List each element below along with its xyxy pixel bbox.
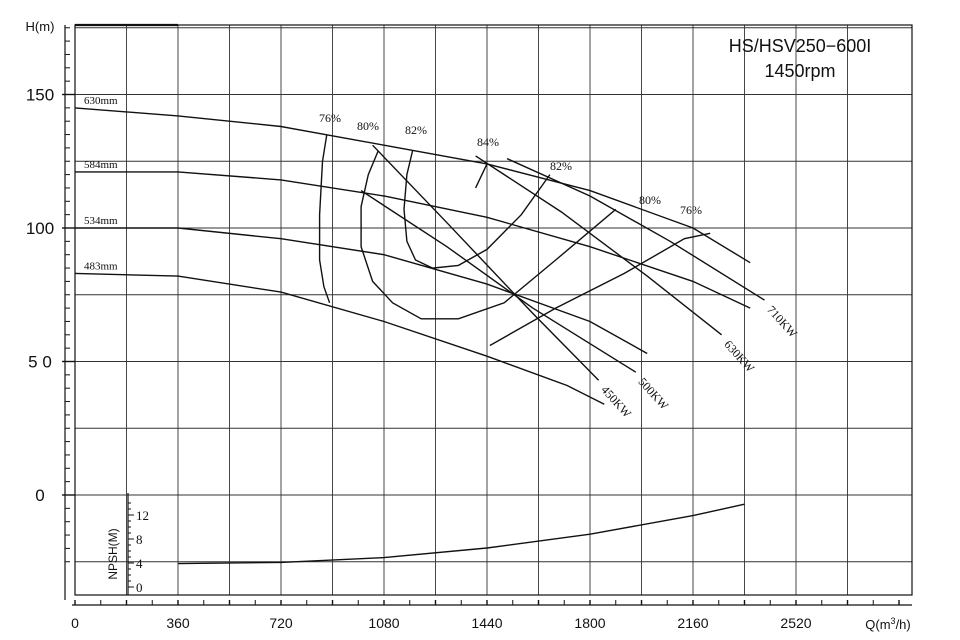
y-tick-label: 5 0 (28, 353, 52, 372)
x-tick-label: 2520 (780, 615, 811, 631)
curve-label: 76% (319, 111, 341, 125)
power-line (372, 144, 600, 381)
power-line (360, 190, 637, 373)
grid (75, 25, 912, 595)
curve-label: 76% (680, 203, 702, 217)
curve-label: 80% (357, 119, 379, 133)
curves: 630mm 584mm 534mm 483mm 450KW 500KW 630KW710KW… (74, 95, 801, 565)
npsh-axis-label: NPSH(M) (106, 528, 120, 579)
curve-label: 82% (550, 159, 572, 173)
y-tick-label: 100 (26, 219, 54, 238)
curve-label: 630mm (84, 95, 118, 107)
power-line (506, 157, 765, 301)
curve-label: 84% (477, 135, 499, 149)
y-tick-label: 150 (26, 86, 54, 105)
npsh-tick-label: 8 (136, 532, 143, 547)
x-tick-label: 1440 (471, 615, 502, 631)
power-line (475, 155, 723, 336)
x-tick-label: 720 (269, 615, 293, 631)
npsh-tick-label: 0 (136, 580, 143, 595)
head-curve (75, 171, 751, 309)
efficiency-contour (403, 150, 551, 269)
curve-label: 584mm (84, 159, 118, 171)
curve-label: 630KW (721, 337, 757, 375)
y-tick-label: 0 (35, 486, 44, 505)
curve-label: 80% (639, 193, 661, 207)
x-tick-label: 360 (166, 615, 190, 631)
chart-subtitle: 1450rpm (764, 61, 835, 81)
efficiency-contour (474, 163, 488, 189)
efficiency-contour (318, 134, 331, 304)
x-tick-label: 0 (71, 615, 79, 631)
curve-label: 450KW (598, 383, 634, 421)
x-tick-label: 1080 (368, 615, 399, 631)
npsh-tick-label: 12 (136, 508, 149, 523)
x-axis-label-prefix: Q(m (865, 617, 890, 632)
head-curve (75, 227, 648, 355)
y-axis-label: H(m) (26, 19, 55, 34)
curve-label: 534mm (84, 215, 118, 227)
npsh-curve (177, 503, 745, 565)
x-tick-label: 1800 (574, 615, 605, 631)
curve-label: 483mm (84, 260, 118, 272)
plot-frame (74, 24, 913, 596)
head-curve (74, 272, 605, 405)
x-tick-label: 2160 (677, 615, 708, 631)
efficiency-contour (489, 232, 711, 347)
x-axis-label: Q(m3/h) (865, 616, 910, 632)
curve-label: 710KW (764, 303, 800, 341)
efficiency-contour (360, 150, 617, 320)
curve-label: 500KW (636, 375, 672, 413)
x-axis-label-sup: 3 (891, 616, 896, 626)
head-curve (74, 107, 751, 264)
chart-title: HS/HSV250−600I (729, 36, 872, 56)
x-axis-label-suffix: /h) (896, 617, 911, 632)
curve-label: 82% (405, 123, 427, 137)
npsh-tick-label: 4 (136, 556, 143, 571)
